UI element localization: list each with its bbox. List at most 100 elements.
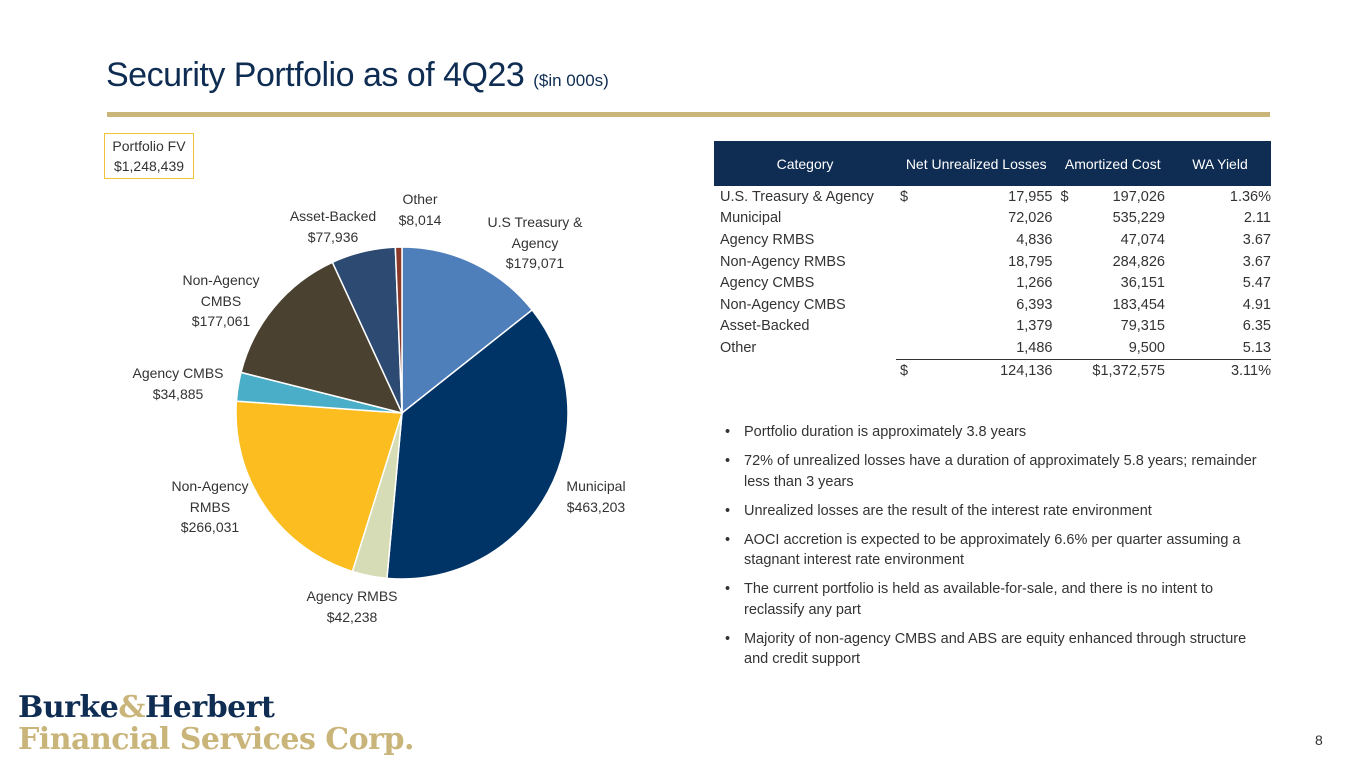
bullet-dot-icon: •: [725, 531, 731, 548]
bullet-dot-icon: •: [725, 453, 731, 469]
table-row: Agency RMBS 4,836 47,074 3.67: [714, 229, 1271, 251]
row-amortized-cost: 197,026: [1112, 188, 1165, 205]
pie-slice-non-agency-rmbs: [235, 400, 403, 573]
portfolio-fv-value: $1,248,439: [113, 158, 185, 174]
bullet-text: 72% of unrealized losses have a duration…: [744, 453, 1257, 490]
slice-label-line: Municipal: [566, 478, 626, 494]
logo-text: Burke: [18, 690, 119, 725]
row-net-unrealized-losses: 4,836: [1016, 231, 1053, 248]
slice-value: $266,031: [180, 519, 240, 535]
table-row: Non-Agency RMBS 18,795 284,826 3.67: [714, 251, 1271, 273]
row-category: Non-Agency RMBS: [720, 253, 846, 270]
row-wa-yield: 5.13: [1169, 337, 1271, 360]
row-category: Other: [720, 340, 757, 357]
bullet-text: Portfolio duration is approximately 3.8 …: [744, 424, 1027, 440]
row-net-unrealized-losses: 1,379: [1016, 318, 1053, 335]
company-logo-line1: Burke&Herbert: [18, 690, 275, 725]
table-row: Asset-Backed 1,379 79,315 6.35: [714, 316, 1271, 338]
bullet-item: • The current portfolio is held as availa…: [725, 579, 1265, 620]
row-amortized-cost: 535,229: [1112, 210, 1165, 227]
row-wa-yield: 3.67: [1242, 253, 1271, 270]
total-wa-yield: 3.11%: [1169, 358, 1271, 382]
row-currency: [896, 316, 928, 338]
bullet-text: AOCI accretion is expected to be approxi…: [744, 531, 1241, 569]
slice-value: $177,061: [191, 313, 251, 329]
slice-label-other: Other $8,014: [399, 189, 442, 230]
row-currency: [1057, 229, 1089, 251]
bullet-item: • Unrealized losses are the result of the…: [725, 501, 1265, 522]
row-wa-yield: 2.11: [1243, 210, 1271, 227]
slice-label-line: Non-Agency: [171, 478, 249, 494]
slice-label-agency-rmbs: Agency RMBS $42,238: [306, 586, 397, 627]
row-net-unrealized-losses: 72,026: [1008, 210, 1053, 227]
row-currency: [1057, 294, 1089, 316]
total-spacer: [714, 359, 896, 381]
row-currency: [896, 337, 928, 360]
header-net-unrealized-losses: Net Unrealized Losses: [896, 141, 1057, 186]
slice-label-line: Non-Agency: [182, 272, 260, 288]
bullet-dot-icon: •: [725, 502, 731, 519]
total-amortized-cost: $1,372,575: [1056, 358, 1169, 382]
portfolio-table: Category Net Unrealized Losses Amortized…: [714, 141, 1271, 382]
page-number: 8: [1315, 732, 1323, 748]
slice-value: $34,885: [152, 385, 204, 402]
title-divider: [107, 112, 1270, 117]
row-currency: [896, 229, 928, 251]
portfolio-pie-chart: [235, 246, 569, 580]
page-title: Security Portfolio as of 4Q23 ($in 000s): [106, 56, 609, 95]
row-net-unrealized-losses: 17,955: [1008, 188, 1053, 205]
slice-value: $179,071: [505, 255, 565, 271]
row-category: Agency CMBS: [720, 275, 815, 292]
pie-slice-non-agency-cmbs: [240, 261, 404, 415]
bullet-item: • AOCI accretion is expected to be approx…: [725, 530, 1265, 571]
row-net-unrealized-losses: 1,486: [928, 337, 1057, 360]
row-wa-yield: 4.91: [1242, 296, 1271, 313]
row-amortized-cost: 284,826: [1112, 253, 1165, 270]
row-category: Non-Agency CMBS: [720, 296, 846, 313]
row-category: Asset-Backed: [720, 318, 810, 335]
row-currency: [896, 208, 928, 230]
slice-label-line: CMBS: [200, 292, 242, 309]
slice-label-line: Asset-Backed: [289, 208, 377, 224]
row-amortized-cost: 47,074: [1120, 231, 1165, 248]
row-currency: [1056, 337, 1089, 360]
table-row: Other 1,486 9,500 5.13: [714, 337, 1271, 360]
pie-slice-municipal: [386, 308, 569, 580]
slice-label-us-treasury: U.S Treasury & Agency $179,071: [488, 212, 583, 274]
slice-value: $463,203: [566, 498, 626, 515]
page-title-text: Security Portfolio as of 4Q23: [106, 56, 525, 94]
row-category: Agency RMBS: [720, 231, 815, 248]
portfolio-fv-label: Portfolio FV: [112, 138, 186, 154]
slice-label-line: Other: [402, 191, 438, 207]
row-currency: [1057, 208, 1089, 230]
row-currency: [1057, 272, 1089, 294]
total-net-unrealized-losses: 124,136: [928, 358, 1057, 382]
bullet-text: The current portfolio is held as availab…: [744, 581, 1214, 618]
row-currency: [896, 294, 928, 316]
slice-label-asset-backed: Asset-Backed $77,936: [290, 206, 376, 247]
notes-list: • Portfolio duration is approximately 3.8…: [725, 422, 1265, 678]
bullet-dot-icon: •: [725, 424, 731, 440]
row-net-unrealized-losses: 18,795: [1008, 253, 1053, 270]
bullet-item: • Majority of non-agency CMBS and ABS are…: [725, 629, 1265, 670]
row-wa-yield: 5.47: [1242, 275, 1271, 292]
slice-label-non-agency-rmbs: Non-Agency RMBS $266,031: [171, 476, 248, 538]
total-currency: $: [896, 358, 928, 382]
bullet-dot-icon: •: [725, 581, 731, 597]
row-currency: [896, 251, 928, 273]
row-net-unrealized-losses: 1,266: [1016, 275, 1053, 292]
header-category: Category: [714, 141, 896, 186]
slice-label-line: Agency: [511, 234, 559, 251]
slice-value: $77,936: [307, 228, 359, 245]
slice-label-line: Agency CMBS: [132, 365, 224, 381]
slice-label-municipal: Municipal $463,203: [566, 476, 625, 517]
page-title-suffix: ($in 000s): [533, 71, 609, 90]
row-currency: [1057, 251, 1089, 273]
row-category: Municipal: [720, 210, 782, 227]
row-currency: [896, 272, 928, 294]
slice-value: $42,238: [326, 608, 378, 625]
logo-text: Herbert: [144, 690, 275, 725]
pie-slice-other: [394, 246, 403, 414]
portfolio-fv-box: Portfolio FV $1,248,439: [104, 133, 194, 179]
bullet-item: • Portfolio duration is approximately 3.8…: [725, 422, 1265, 443]
